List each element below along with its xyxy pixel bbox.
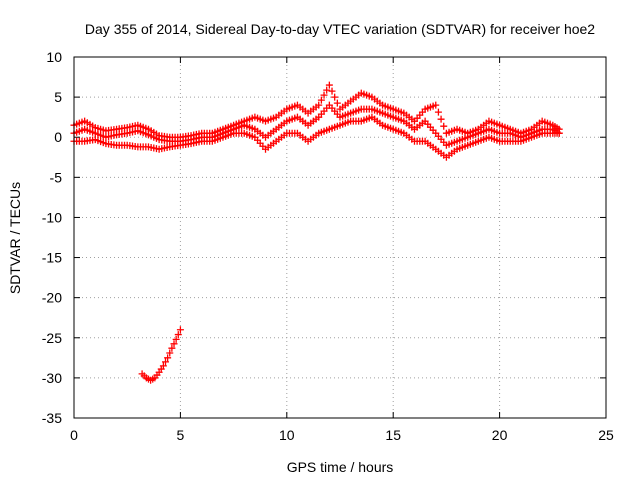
- data-point: [328, 87, 336, 95]
- plot-frame: [73, 56, 607, 419]
- data-point: [331, 93, 339, 101]
- y-tick-label: -15: [42, 250, 62, 266]
- data-point: [168, 344, 176, 352]
- y-tick-label: -20: [42, 290, 62, 306]
- y-tick-label: -30: [42, 370, 62, 386]
- y-tick-label: 5: [54, 89, 62, 105]
- data-point: [170, 340, 178, 348]
- data-point: [434, 108, 442, 116]
- data-markers: [70, 81, 563, 384]
- y-axis-label: SDTVAR / TECUs: [7, 182, 23, 294]
- data-point: [323, 86, 331, 94]
- y-tick-label: 0: [54, 129, 62, 145]
- data-point: [166, 349, 174, 357]
- x-tick-label: 10: [279, 427, 295, 443]
- data-point: [317, 96, 325, 104]
- series-group: [70, 113, 563, 161]
- series-group: [70, 101, 563, 149]
- data-point: [176, 326, 184, 334]
- y-tick-label: -35: [42, 410, 62, 426]
- y-tick-label: 10: [46, 49, 62, 65]
- data-point: [315, 101, 323, 109]
- x-tick-label: 20: [492, 427, 508, 443]
- data-point: [325, 81, 333, 89]
- data-point: [159, 362, 167, 370]
- data-point: [162, 358, 170, 366]
- data-point: [164, 354, 172, 362]
- chart-title: Day 355 of 2014, Sidereal Day-to-day VTE…: [85, 21, 595, 37]
- data-point: [320, 91, 328, 99]
- data-point: [555, 129, 563, 137]
- data-point: [440, 122, 448, 130]
- data-point: [432, 101, 440, 109]
- data-point: [333, 99, 341, 107]
- x-tick-label: 5: [177, 427, 185, 443]
- y-tick-label: -25: [42, 330, 62, 346]
- y-tick-label: -5: [50, 169, 63, 185]
- data-point: [437, 115, 445, 123]
- data-point: [174, 331, 182, 339]
- x-tick-label: 25: [598, 427, 614, 443]
- x-tick-label: 0: [70, 427, 78, 443]
- x-axis-label: GPS time / hours: [287, 459, 394, 475]
- y-tick-label: -10: [42, 209, 62, 225]
- data-point: [172, 335, 180, 343]
- x-tick-label: 15: [385, 427, 401, 443]
- series-group: [138, 326, 184, 384]
